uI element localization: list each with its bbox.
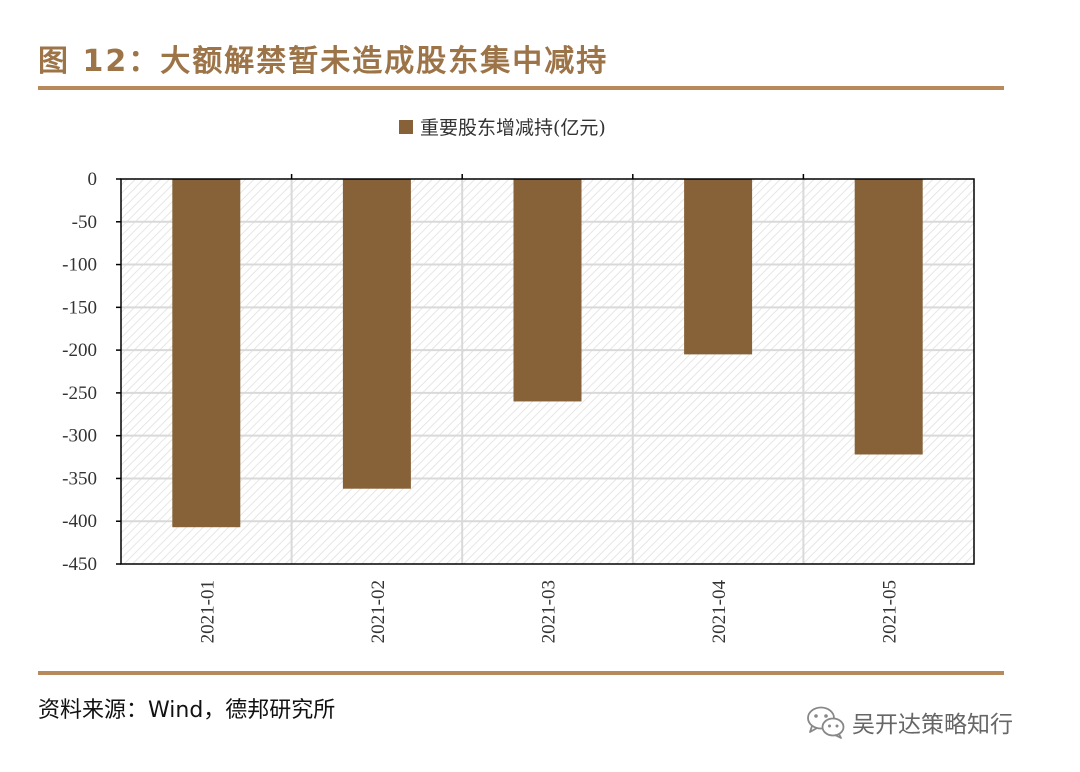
x-tick-label: 2021-04 <box>709 580 730 644</box>
bar-2021-03 <box>513 179 582 402</box>
wechat-icon <box>807 706 845 739</box>
watermark-text: 吴开达策略知行 <box>852 712 1013 738</box>
plot-frame <box>120 178 975 565</box>
y-tick-label: -50 <box>72 212 97 233</box>
y-tick-label: -300 <box>62 426 97 447</box>
legend-swatch <box>399 120 413 134</box>
y-tick-label: -350 <box>62 468 97 489</box>
footer-divider <box>38 671 1004 675</box>
source-note: 资料来源：Wind，德邦研究所 <box>38 698 336 723</box>
bar-2021-05 <box>854 179 923 455</box>
legend: 重要股东增减持(亿元) <box>399 117 606 139</box>
y-tick-label: 0 <box>88 169 98 190</box>
x-tick-label: 2021-03 <box>539 580 560 643</box>
bars <box>172 179 923 528</box>
y-tick-label: -400 <box>62 511 97 532</box>
y-tick-label: -150 <box>62 297 97 318</box>
legend-label: 重要股东增减持(亿元) <box>420 117 606 139</box>
bar-2021-02 <box>342 179 411 489</box>
figure-title: 图 12：大额解禁暂未造成股东集中减持 <box>38 44 609 79</box>
x-tick-label: 2021-01 <box>197 580 218 643</box>
tick-labels: 0 -50 -100 -150 -200 -250 -300 -350 -400 -450 2021… <box>62 169 901 643</box>
x-tick-label: 2021-02 <box>368 580 389 643</box>
bar-2021-04 <box>684 179 753 355</box>
x-tick-label: 2021-05 <box>880 580 901 643</box>
watermark: 吴开达策略知行 <box>806 705 1013 739</box>
axes <box>116 174 975 565</box>
title-divider <box>38 86 1004 90</box>
y-tick-label: -450 <box>62 554 97 575</box>
y-tick-label: -100 <box>62 255 97 276</box>
y-tick-label: -200 <box>62 340 97 361</box>
bar-2021-01 <box>172 179 241 528</box>
y-tick-label: -250 <box>62 383 97 404</box>
